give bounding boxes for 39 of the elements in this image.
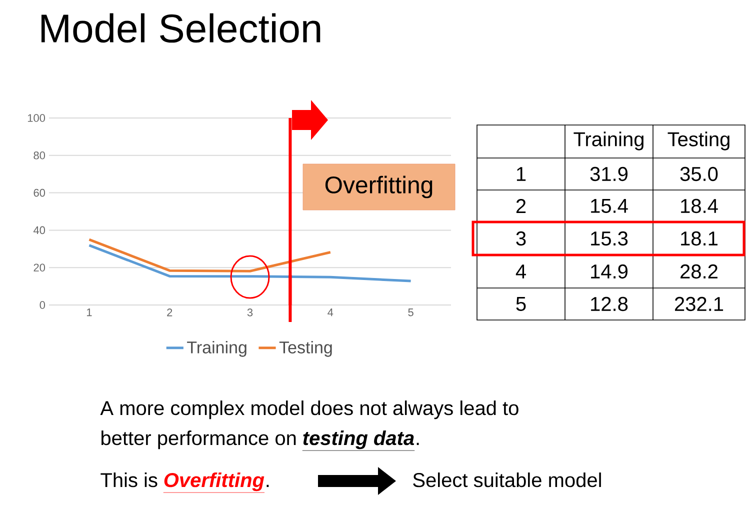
text: 15.3 (591, 231, 628, 246)
text: 15.4 (591, 199, 628, 213)
text: This is (100, 472, 158, 488)
x-tick-label: 1 (86, 308, 92, 316)
text: 2 (516, 199, 526, 213)
text: Testing (668, 132, 730, 150)
text: . (416, 442, 419, 445)
text: 4 (516, 264, 526, 278)
y-tick-label: 60 (34, 188, 46, 197)
text: Training (574, 132, 644, 150)
y-tick-label: 20 (34, 264, 46, 272)
text: 1 (516, 167, 526, 181)
text: 35.0 (680, 166, 718, 182)
text: testing data (303, 430, 414, 450)
text: Select suitable model (413, 472, 601, 488)
text: 18.4 (681, 198, 718, 214)
text: A more complex model does not always lead to (100, 400, 518, 420)
annotation: Overfitting (325, 176, 432, 198)
x-tick-label: 2 (167, 308, 172, 316)
text: 14.9 (591, 264, 628, 279)
text: Overfitting (164, 472, 264, 492)
text: 18.1 (681, 231, 718, 246)
text: better performance on (101, 430, 296, 450)
text: 28.2 (680, 264, 718, 279)
text: 232.1 (674, 296, 724, 312)
text: . (266, 484, 269, 487)
legend-label: Testing (279, 340, 332, 357)
legend-label: Training (187, 340, 246, 357)
y-tick-label: 100 (28, 114, 46, 122)
x-tick-label: 5 (408, 308, 414, 316)
y-tick-label: 80 (34, 152, 46, 160)
text: 3 (516, 231, 526, 246)
x-tick-label: 4 (328, 308, 334, 316)
chart-title: Model Selection (41, 13, 320, 43)
text: 31.9 (590, 166, 628, 182)
y-tick-label: 40 (33, 226, 46, 234)
text: 12.8 (591, 296, 628, 312)
y-tick-label: 0 (40, 301, 46, 309)
x-tick-label: 3 (247, 308, 253, 316)
